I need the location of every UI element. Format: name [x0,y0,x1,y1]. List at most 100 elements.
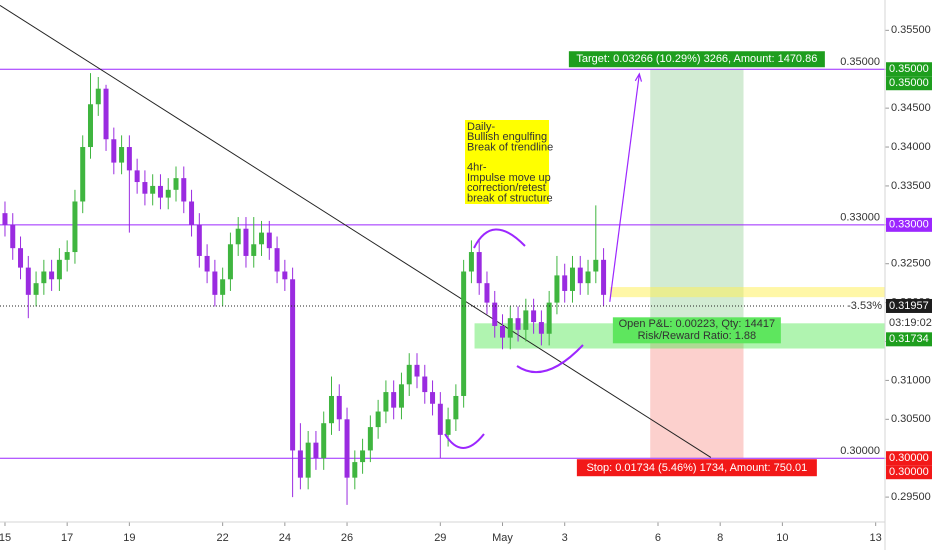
candle-body [422,376,428,393]
x-tick-label: 26 [341,532,353,544]
candle-body [243,228,249,256]
x-tick-label: 13 [870,532,882,544]
candle-body [204,255,210,272]
candle-body [18,248,24,268]
candle-body [321,423,327,459]
pnl-box [612,317,781,344]
y-tick-label: 0.32500 [891,258,931,270]
candle-body [593,259,599,272]
target-label: Target: 0.03266 (10.29%) 3266, Amount: 1… [576,53,817,65]
candle-body [282,271,288,280]
line-label: 0.35000 [840,56,880,68]
candle-body [33,283,39,295]
note-line: 4hr- [467,162,487,174]
price-badge [886,62,932,77]
x-tick-label: 19 [123,532,135,544]
candle-body [134,170,140,183]
candle-body [531,310,537,323]
candle-body [430,392,436,404]
change-box [846,298,885,313]
candle-body [49,271,55,280]
candle-body [398,384,404,408]
arrow [609,73,640,302]
x-tick-label: 6 [655,532,661,544]
candle-body [383,392,389,412]
x-tick-label: 10 [776,532,788,544]
rr-label: Risk/Reward Ratio: 1.88 [638,330,757,342]
pnl-label: Open P&L: 0.00223, Qty: 14417 [619,318,776,330]
x-tick-label: 17 [61,532,73,544]
price-badge-label: 0.30000 [889,452,929,464]
candle-body [507,318,513,338]
price-badge-label: 0.35000 [889,63,929,75]
candle-body [80,147,86,202]
x-tick-label: 22 [217,532,229,544]
candle-body [173,178,179,190]
stop-label-box [576,459,817,477]
candle-body [601,259,607,295]
candle-body [523,310,529,330]
candle-body [577,267,583,284]
x-tick-label: 15 [0,532,11,544]
target-label-box [568,51,825,68]
candle-body [25,267,31,295]
curve-annotation [473,228,526,249]
candle-body [2,213,8,225]
candle-body [150,185,156,194]
candle-body [569,267,575,291]
countdown: 03:19:02 [889,317,932,329]
candle-body [562,275,568,291]
line-label: 0.30000 [840,445,880,457]
candle-body [468,252,474,272]
candle-body [453,395,459,420]
y-tick-label: 0.30500 [891,413,931,425]
x-tick-label: 8 [717,532,723,544]
candle-body [266,232,272,249]
candle-body [227,244,233,280]
candle-body [492,302,498,326]
candle-body [95,88,101,105]
candle-body [461,271,467,396]
price-badge-label: 0.30000 [889,466,929,478]
candle-body [251,244,257,256]
price-badge [886,217,932,232]
candle-body [87,104,93,148]
candle-body [344,419,350,478]
y-tick-label: 0.34000 [891,141,931,153]
last-price-badge [886,298,932,313]
candle-body [328,395,334,424]
yellow-band [609,287,885,298]
candle-body [10,224,16,249]
trendline [0,5,712,458]
line-label: 0.33000 [840,212,880,224]
candle-body [212,271,218,295]
candle-body [546,302,552,334]
candle-body [274,248,280,272]
price-badge [886,451,932,466]
target-zone [650,69,744,324]
y-tick-label: 0.33500 [891,180,931,192]
candle-body [235,228,241,245]
candle-body [142,182,148,194]
curve-annotation [516,344,584,374]
candle-body [290,279,296,451]
entry-badge [886,332,932,347]
arrow-head [634,72,643,82]
candle-body [500,325,506,338]
candle-body [220,279,226,295]
candle-body [181,178,187,202]
x-tick-label: May [492,532,513,544]
candle-body [445,419,451,435]
note-line: correction/retest [467,182,546,194]
candle-body [360,450,366,463]
entry-badge-label: 0.31734 [889,333,929,345]
candle-body [111,139,117,163]
candle-body [336,395,342,420]
note-box [465,120,549,204]
x-tick-label: 24 [279,532,291,544]
candle-body [305,442,311,478]
candle-body [476,252,482,284]
stop-label: Stop: 0.01734 (5.46%) 1734, Amount: 750.… [586,462,807,474]
note-line: Daily- [467,121,495,133]
candle-body [414,364,420,377]
